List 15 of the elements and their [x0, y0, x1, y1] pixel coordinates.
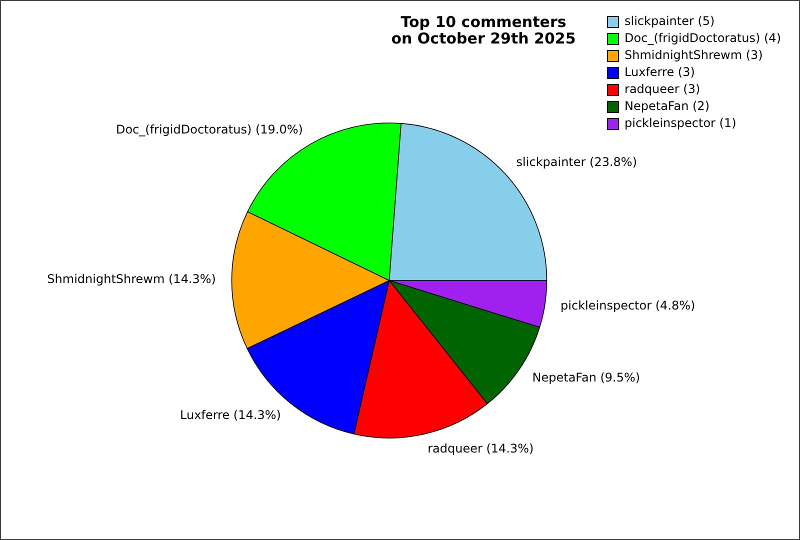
legend-label: radqueer (3) [624, 82, 700, 96]
data-label: radqueer (14.3%) [428, 442, 534, 456]
data-label: Luxferre (14.3%) [180, 408, 281, 422]
data-label: Doc_(frigidDoctoratus) (19.0%) [116, 122, 303, 136]
legend-label: NepetaFan (2) [624, 99, 710, 114]
data-label: slickpainter (23.8%) [516, 154, 638, 169]
legend-label: Luxferre (3) [624, 65, 695, 80]
legend-label: pickleinspector (1) [624, 116, 736, 130]
legend-label: Doc_(frigidDoctoratus) (4) [624, 31, 782, 46]
legend-label: slickpainter (5) [624, 14, 715, 28]
data-label: NepetaFan (9.5%) [532, 370, 640, 384]
legend-label: ShmidnightShrewm (3) [624, 48, 763, 62]
data-label: pickleinspector (4.8%) [560, 298, 696, 313]
chart-title: Top 10 commenters on October 29th 2025 [391, 13, 576, 48]
data-label: ShmidnightShrewm (14.3%) [47, 272, 216, 286]
